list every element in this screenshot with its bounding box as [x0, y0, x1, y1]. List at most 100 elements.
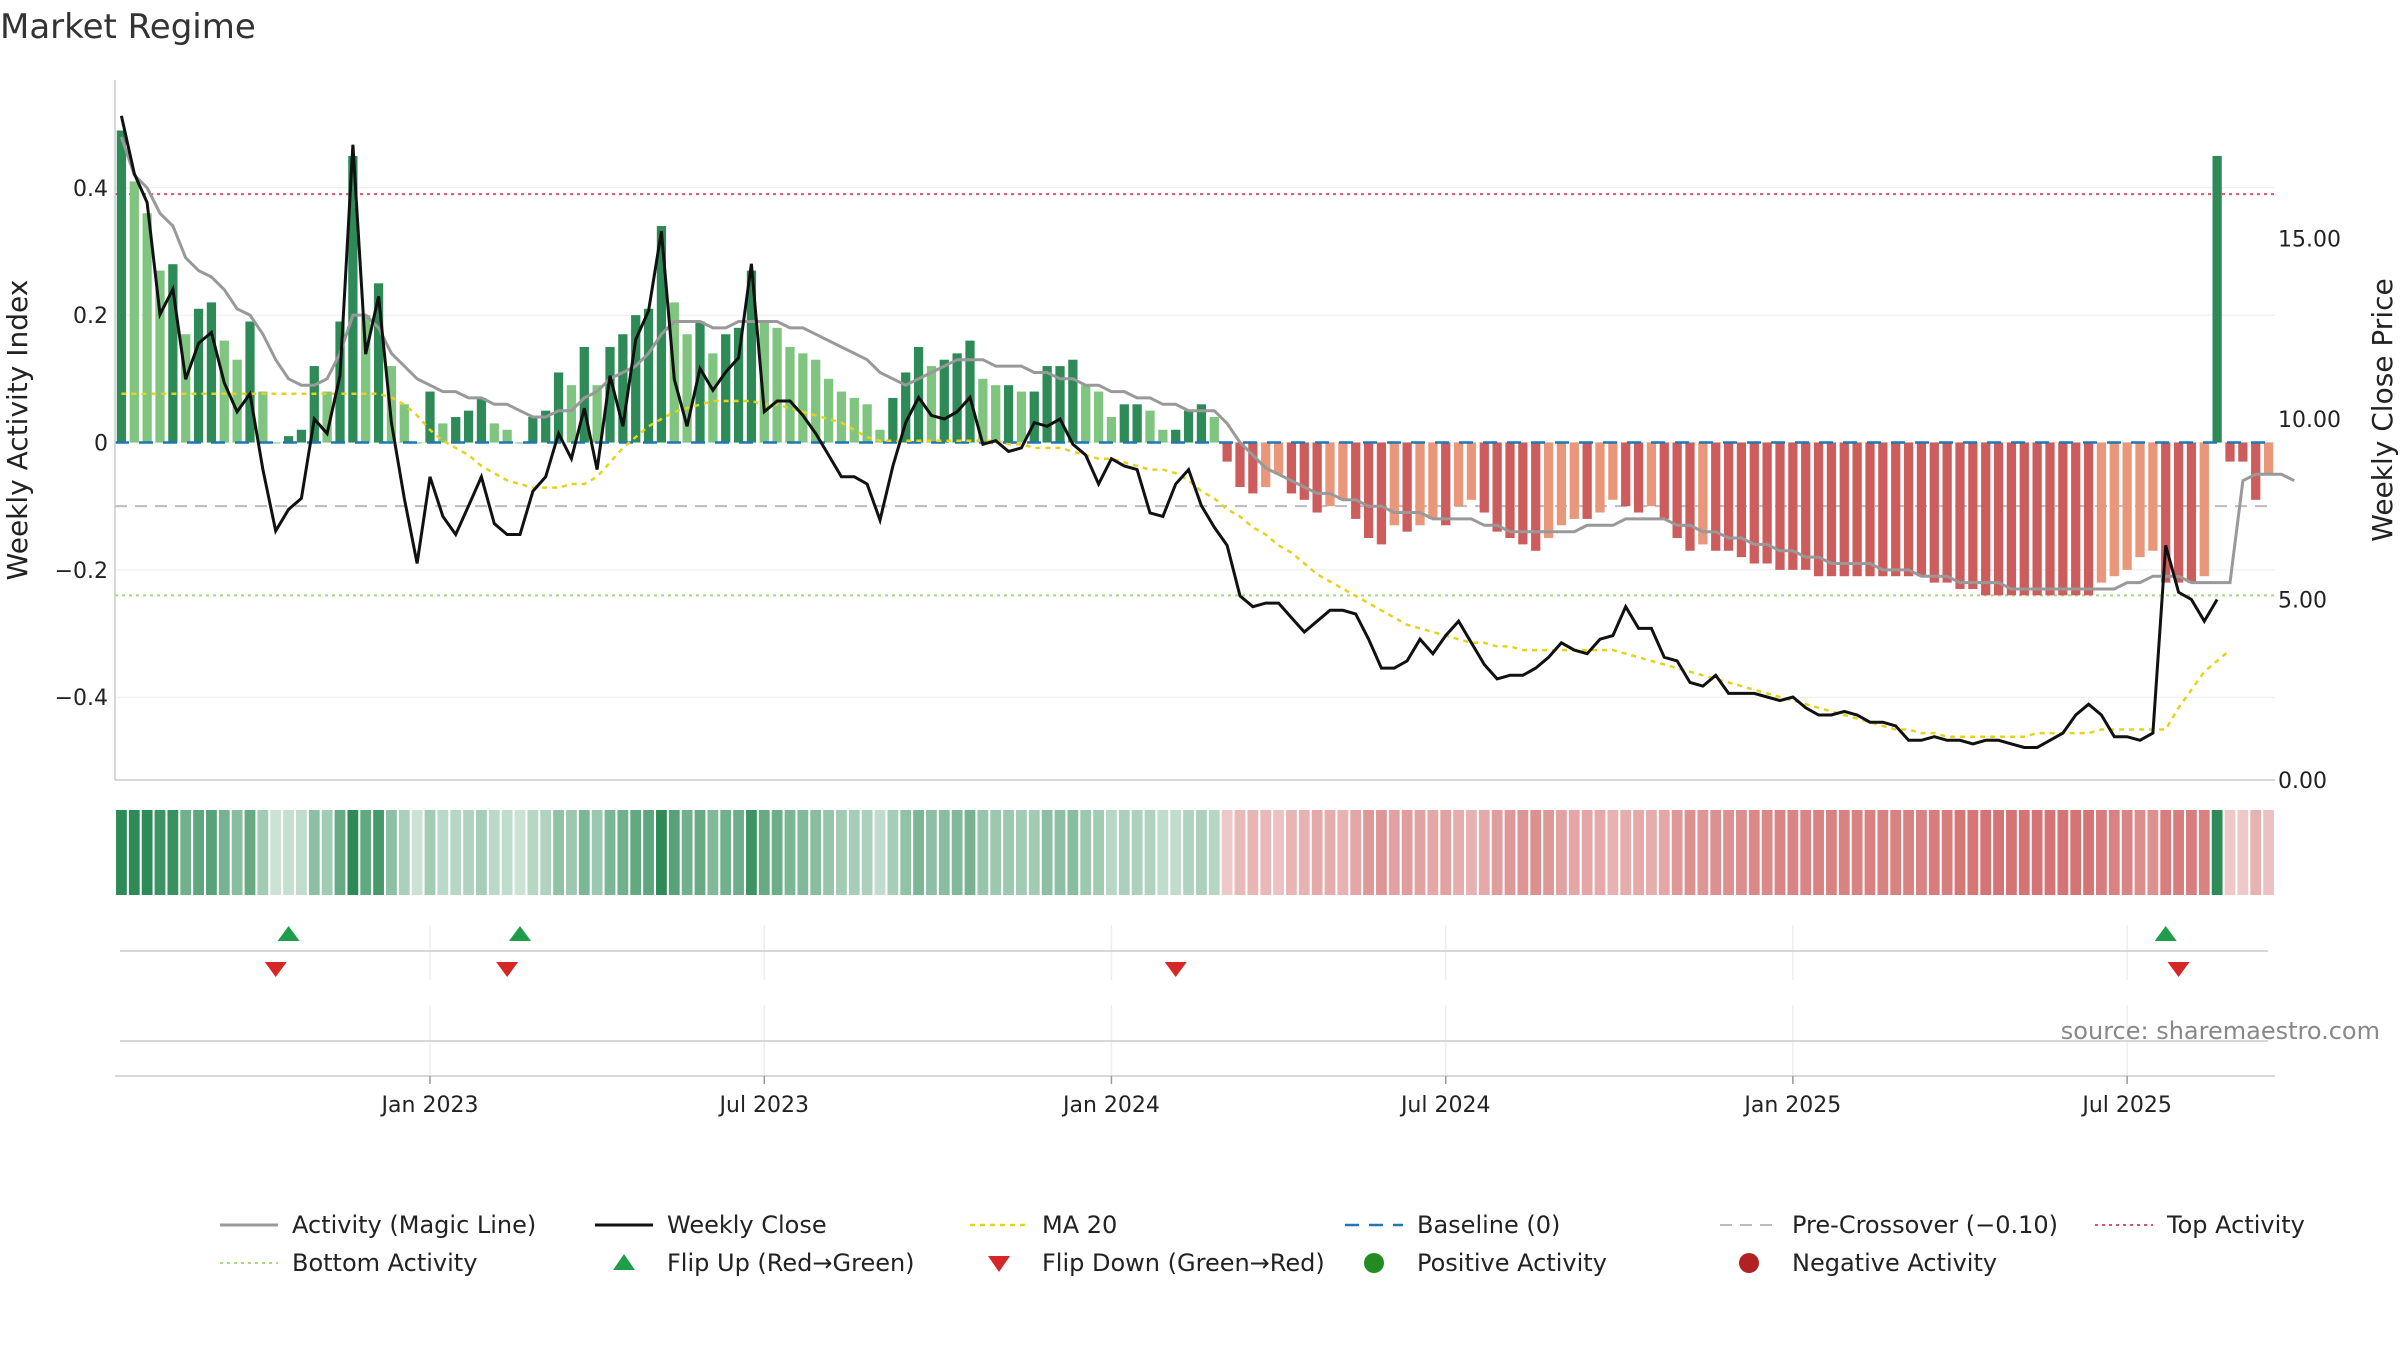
regime-cell	[926, 810, 937, 895]
regime-cell	[206, 810, 217, 895]
regime-cell	[2237, 810, 2249, 895]
activity-bar	[1788, 442, 1798, 570]
activity-bar	[2238, 442, 2248, 462]
regime-cell	[1427, 810, 1439, 895]
regime-cell	[977, 810, 989, 895]
regime-cell	[1723, 810, 1734, 895]
regime-cell	[553, 810, 564, 895]
activity-bar	[1273, 442, 1284, 475]
activity-bar	[1839, 442, 1849, 577]
activity-bar	[1981, 442, 1991, 596]
activity-bar	[798, 353, 808, 443]
right-axis-label: Weekly Close Price	[2366, 278, 2399, 541]
regime-cell	[154, 810, 166, 895]
regime-cell	[1864, 810, 1876, 895]
flip-down-marker	[264, 962, 287, 977]
regime-cell	[2044, 810, 2056, 895]
activity-bar	[913, 346, 924, 443]
legend-item-bottom: Bottom Activity	[220, 1249, 477, 1277]
legend-label: Baseline (0)	[1417, 1211, 1560, 1239]
regime-cell	[1337, 810, 1349, 895]
right-tick-label: 15.00	[2278, 228, 2341, 253]
activity-bar	[1646, 442, 1657, 507]
regime-cell	[2250, 810, 2262, 895]
legend-item-ma20: MA 20	[970, 1211, 1117, 1239]
activity-bar	[399, 404, 409, 443]
activity-bar	[489, 423, 499, 443]
regime-cell	[694, 810, 706, 895]
activity-bar	[1569, 442, 1579, 519]
regime-cell	[1260, 810, 1272, 895]
regime-cell	[1157, 810, 1169, 895]
regime-cell	[501, 810, 513, 895]
activity-bar	[1723, 442, 1734, 551]
regime-cell	[1028, 810, 1040, 895]
regime-cell	[411, 810, 423, 895]
regime-cell	[668, 810, 680, 895]
activity-bar	[1711, 442, 1721, 551]
activity-bar	[2006, 442, 2017, 596]
activity-bar	[991, 385, 1001, 443]
regime-cell	[1543, 810, 1554, 895]
regime-cell	[167, 810, 179, 895]
activity-bar	[1106, 417, 1117, 443]
activity-bar	[1891, 442, 1901, 577]
regime-cell	[218, 810, 230, 895]
regime-cell	[2096, 810, 2107, 895]
activity-bar	[1749, 442, 1759, 564]
activity-bar	[1942, 442, 1952, 583]
regime-cell	[2147, 810, 2159, 895]
regime-cell	[1748, 810, 1760, 895]
activity-bar	[926, 366, 937, 443]
regime-cell	[1774, 810, 1786, 895]
flip-markers-panel	[120, 925, 2268, 980]
ma20-line	[121, 392, 2231, 738]
regime-cell	[450, 810, 462, 895]
activity-bar	[1325, 442, 1335, 507]
source-note: source: sharemaestro.com	[2061, 1017, 2380, 1045]
activity-bar	[695, 321, 705, 443]
regime-cell	[2160, 810, 2172, 895]
regime-cell	[128, 810, 140, 895]
regime-cell	[2173, 810, 2184, 895]
activity-bar	[2045, 442, 2055, 596]
regime-cell	[193, 810, 204, 895]
activity-bar	[721, 334, 731, 443]
regime-cell	[1761, 810, 1773, 895]
regime-cell	[861, 810, 873, 895]
activity-bar	[1299, 442, 1309, 500]
regime-cell	[1286, 810, 1297, 895]
legend-label: MA 20	[1042, 1211, 1117, 1239]
regime-cell	[604, 810, 616, 895]
regime-cell	[296, 810, 307, 895]
regime-cell	[990, 810, 1002, 895]
activity-bar	[875, 429, 885, 443]
regime-cell	[1234, 810, 1246, 895]
legend-label: Flip Down (Green→Red)	[1042, 1249, 1325, 1277]
activity-bar	[1698, 442, 1708, 545]
activity-bar	[2251, 442, 2261, 500]
regime-cell	[1131, 810, 1143, 895]
activity-bar	[618, 334, 628, 443]
activity-bar	[2148, 442, 2158, 551]
activity-bar	[631, 315, 641, 443]
activity-bar	[1068, 359, 1078, 443]
activity-bar	[1775, 442, 1785, 570]
regime-cell	[1581, 810, 1593, 895]
axes: 0.4 0.2 0 −0.2 −0.4 15.00 10.00 5.00 0.00	[55, 80, 2341, 794]
regime-cell	[1941, 810, 1953, 895]
regime-cell	[836, 810, 847, 895]
left-tick-label: 0	[94, 432, 108, 457]
regime-cell	[1620, 810, 1632, 895]
regime-cell	[1221, 810, 1233, 895]
legend-label: Top Activity	[2166, 1211, 2305, 1239]
activity-bar	[1402, 442, 1412, 532]
legend-item-baseline: Baseline (0)	[1345, 1211, 1560, 1239]
legend-item-pre: Pre-Crossover (−0.10)	[1720, 1211, 2058, 1239]
right-tick-label: 0.00	[2278, 769, 2327, 794]
flip-down-marker	[2167, 962, 2190, 977]
regime-cell	[1208, 810, 1220, 895]
activity-bar	[811, 359, 821, 443]
activity-bar	[373, 283, 384, 443]
regime-strip	[116, 810, 2274, 895]
